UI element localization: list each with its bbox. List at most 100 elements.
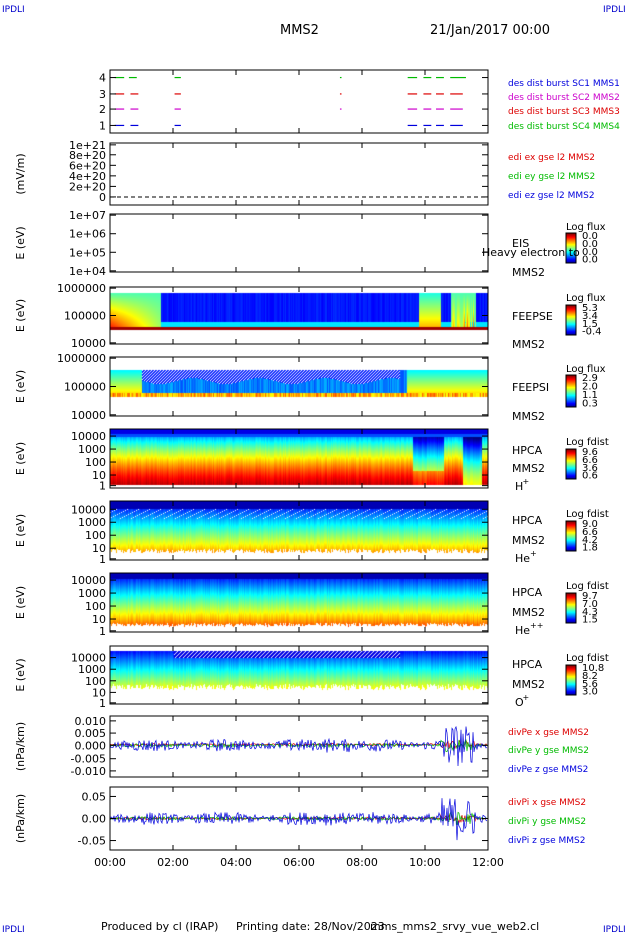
colorbar-slice (566, 376, 576, 378)
colorbar-slice (566, 665, 576, 667)
colorbar-slice (566, 457, 576, 459)
page-title: MMS2 (280, 23, 319, 38)
species-charge: + (530, 549, 537, 558)
instrument-label: HPCA (512, 658, 543, 671)
spectrogram-feepse (110, 287, 488, 344)
legend-entry: divPe y gse MMS2 (508, 746, 589, 756)
colorbar-slice (566, 690, 576, 692)
colorbar-slice (566, 331, 576, 333)
colorbar-frame (565, 592, 577, 624)
colorbar-slice (566, 548, 576, 550)
colorbar-slice (566, 525, 576, 527)
ytick-label: 0.010 (75, 715, 107, 728)
colorbar-slice (566, 455, 576, 457)
colorbar-slice (566, 683, 576, 685)
colorbar-slice (566, 595, 576, 597)
legend-entry: des dist burst SC4 MMS4 (508, 122, 620, 132)
legend-entry: divPi x gse MMS2 (508, 798, 586, 808)
colorbar-slice (566, 670, 576, 672)
colorbar-slice (566, 454, 576, 456)
colorbar-slice (566, 673, 576, 675)
colorbar-slice (566, 524, 576, 526)
colorbar-tick: 5.6 (582, 679, 598, 690)
colorbar-tick: 1.5 (582, 615, 598, 626)
instrument-label: HPCA (512, 444, 543, 457)
ytick-label: 1e+21 (69, 139, 106, 152)
ytick-label: 1 (99, 697, 106, 710)
ytick-label: 10 (92, 542, 106, 555)
colorbar-slice (566, 240, 576, 242)
timeseries-layer (109, 76, 488, 841)
instrument-label: HPCA (512, 586, 543, 599)
ylabel-hpca_o: E (eV) (14, 658, 27, 691)
ytick-label: 1000000 (57, 352, 106, 365)
colorbar-slice (566, 243, 576, 245)
colorbar-slice (566, 667, 576, 669)
colorbar-slice (566, 675, 576, 677)
colorbar-tick: -0.4 (582, 327, 602, 338)
colorbar-slice (566, 250, 576, 252)
footer-source: mms_mms2_srvy_vue_web2.cl (370, 920, 539, 933)
colorbar-slice (566, 326, 576, 328)
ytick-label: 10000 (71, 503, 106, 516)
colorbar-slice (566, 529, 576, 531)
colorbar-tick: 0.0 (582, 247, 598, 258)
legend-entry: divPi y gse MMS2 (508, 817, 586, 827)
colorbar-slice (566, 382, 576, 384)
colorbar-slice (566, 470, 576, 472)
colorbar-slice (566, 601, 576, 603)
page-datetime: 21/Jan/2017 00:00 (430, 23, 550, 38)
ytick-label: -0.005 (71, 753, 106, 766)
colorbar-slice (566, 405, 576, 407)
colorbar-slice (566, 612, 576, 614)
species-label: He (515, 552, 530, 565)
spectrogram-layer (110, 287, 488, 704)
colorbar-slice (566, 522, 576, 524)
colorbar-slice (566, 615, 576, 617)
colorbar-slice (566, 691, 576, 693)
colorbar-slice (566, 398, 576, 400)
ytick-label: 1e+06 (69, 228, 106, 241)
ytick-label: 0.05 (82, 790, 107, 803)
xtick-label: 02:00 (157, 856, 189, 869)
colorbar-slice (566, 458, 576, 460)
colorbar-slice (566, 328, 576, 330)
colorbar-slice (566, 674, 576, 676)
colorbar-slice (566, 459, 576, 461)
colorbar-slice (566, 521, 576, 523)
colorbar-slice (566, 617, 576, 619)
xtick-label: 12:00 (472, 856, 504, 869)
colorbar-frame (565, 448, 577, 480)
colorbar-slice (566, 388, 576, 390)
colorbar-slice (566, 693, 576, 695)
colorbar-slice (566, 450, 576, 452)
colorbar-slice (566, 254, 576, 256)
colorbar-slice (566, 456, 576, 458)
species-label: O (515, 696, 524, 709)
colorbar-slice (566, 246, 576, 248)
corner-label-top-right: IPDLI (603, 5, 626, 15)
ytick-label: 1000 (78, 663, 106, 676)
colorbar-slice (566, 469, 576, 471)
colorbar-slice (566, 384, 576, 386)
colorbar-slice (566, 379, 576, 381)
ytick-label: 1e+04 (69, 265, 106, 278)
ytick-label: 100000 (64, 310, 106, 323)
colorbar-slice (566, 668, 576, 670)
panel-frame-burst (109, 69, 489, 134)
colorbar-slice (566, 380, 576, 382)
ytick-label: 1e+05 (69, 246, 106, 259)
colorbar-slice (566, 684, 576, 686)
colorbar-slice (566, 233, 576, 235)
ytick-label: 1 (99, 480, 106, 493)
ylabel-hpca_he: E (eV) (14, 514, 27, 547)
species-label: H (515, 480, 523, 493)
legend-entry: divPi z gse MMS2 (508, 836, 585, 846)
colorbar-slice (566, 261, 576, 263)
colorbar-slice (566, 237, 576, 239)
colorbar-slice (566, 536, 576, 538)
eis-overlay: Heavy electron to (482, 246, 580, 259)
colorbar-slice (566, 318, 576, 320)
ytick-label: 0.005 (75, 727, 107, 740)
ylabel-feepsi: E (eV) (14, 370, 27, 403)
